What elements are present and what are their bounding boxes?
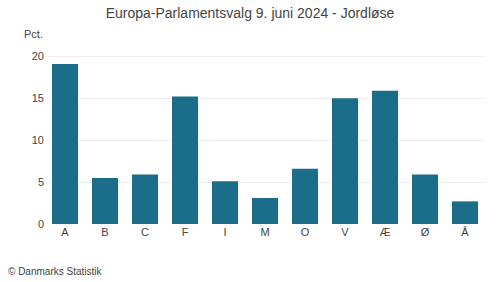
- svg-text:10: 10: [32, 134, 44, 146]
- svg-text:O: O: [301, 226, 310, 238]
- svg-text:Pct.: Pct.: [24, 28, 43, 40]
- svg-text:15: 15: [32, 92, 44, 104]
- svg-text:I: I: [223, 226, 226, 238]
- svg-text:0: 0: [38, 218, 44, 230]
- svg-text:C: C: [141, 226, 149, 238]
- svg-text:Europa-Parlamentsvalg 9. juni: Europa-Parlamentsvalg 9. juni 2024 - Jor…: [106, 5, 395, 21]
- svg-text:A: A: [61, 226, 69, 238]
- svg-text:Å: Å: [461, 226, 469, 238]
- svg-text:V: V: [341, 226, 349, 238]
- svg-text:Æ: Æ: [380, 226, 391, 238]
- svg-text:20: 20: [32, 50, 44, 62]
- svg-text:© Danmarks Statistik: © Danmarks Statistik: [8, 266, 103, 277]
- svg-text:B: B: [101, 226, 108, 238]
- svg-text:5: 5: [38, 176, 44, 188]
- svg-text:M: M: [260, 226, 269, 238]
- svg-text:F: F: [182, 226, 189, 238]
- svg-text:Ø: Ø: [421, 226, 430, 238]
